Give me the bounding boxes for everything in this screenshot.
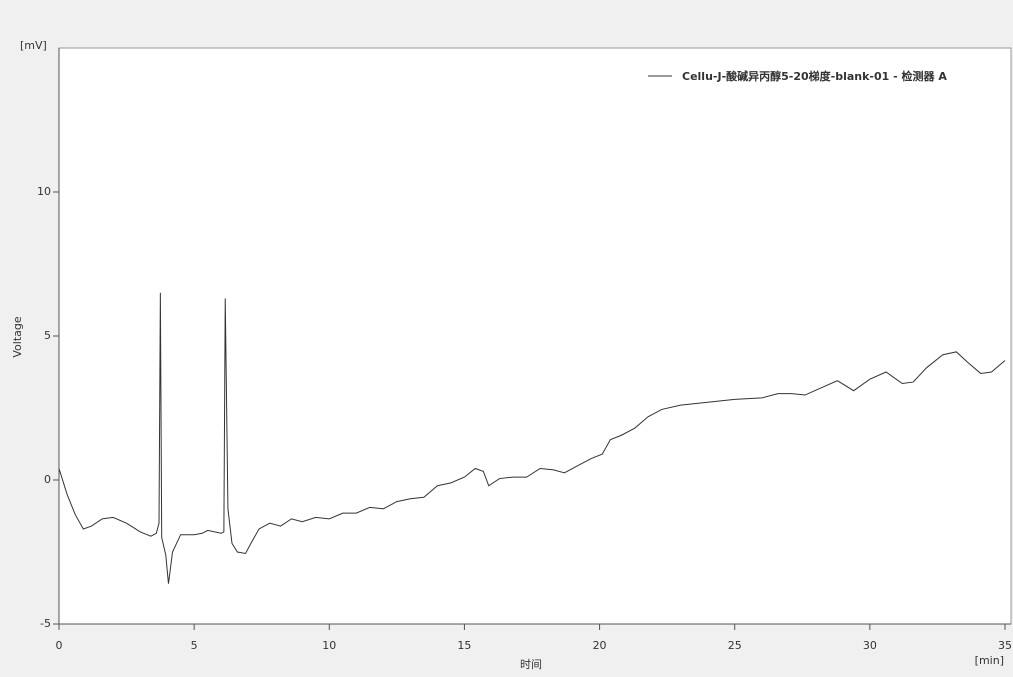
- x-axis-label: 时间: [520, 658, 542, 671]
- y-axis-label: Voltage: [11, 316, 24, 357]
- x-tick-label: 25: [728, 639, 742, 652]
- y-tick-label: 10: [37, 185, 51, 198]
- x-tick-label: 35: [998, 639, 1012, 652]
- x-unit: [min]: [975, 654, 1004, 667]
- x-tick-label: 20: [593, 639, 607, 652]
- plot-area: [58, 47, 1012, 625]
- legend-label: Cellu-J-酸碱异丙醇5-20梯度-blank-01 - 检测器 A: [682, 69, 947, 83]
- x-tick-label: 5: [191, 639, 198, 652]
- x-tick-label: 0: [56, 639, 63, 652]
- x-tick-label: 10: [322, 639, 336, 652]
- y-tick-label: 0: [44, 473, 51, 486]
- x-tick-label: 30: [863, 639, 877, 652]
- y-tick-label: 5: [44, 329, 51, 342]
- y-tick-label: -5: [40, 617, 51, 630]
- y-unit: [mV]: [20, 39, 47, 52]
- trace: [58, 292, 1006, 584]
- x-tick-label: 15: [457, 639, 471, 652]
